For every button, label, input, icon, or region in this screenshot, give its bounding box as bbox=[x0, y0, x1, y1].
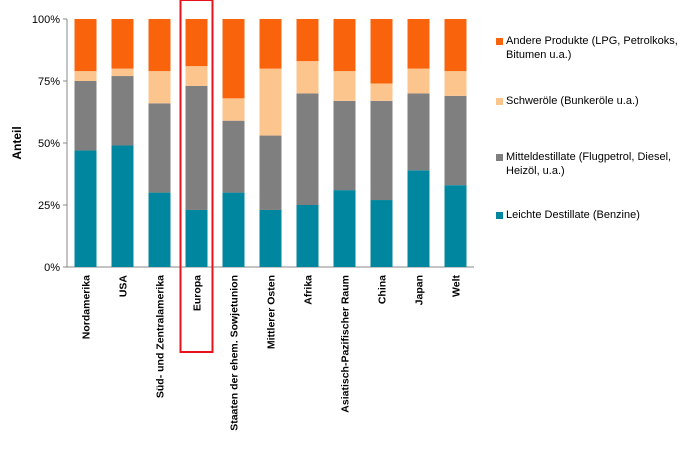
highlight-frame-europa bbox=[179, 0, 214, 353]
bar-segment bbox=[333, 190, 356, 267]
bar-segment bbox=[444, 71, 467, 96]
bar-segment bbox=[222, 19, 245, 99]
y-tick-label: 0% bbox=[44, 262, 60, 274]
y-tick-label: 100% bbox=[32, 14, 60, 26]
bar-segment bbox=[296, 61, 319, 94]
legend-swatch bbox=[496, 38, 503, 45]
legend-label: Leichte Destillate (Benzine) bbox=[506, 209, 640, 221]
bar-segment bbox=[74, 71, 97, 81]
bar-segment bbox=[148, 19, 171, 72]
bar-segment bbox=[74, 19, 97, 72]
x-tick-label: Staaten der ehem. Sowjetunion bbox=[229, 275, 241, 431]
x-tick-label: Europa bbox=[192, 275, 204, 311]
bar-segment bbox=[370, 200, 393, 267]
y-tick-label: 75% bbox=[38, 76, 60, 88]
bar-segment bbox=[111, 76, 134, 146]
bar-segment bbox=[111, 19, 134, 69]
x-tick-label: Japan bbox=[414, 275, 426, 305]
bar-segment bbox=[370, 100, 393, 201]
bar-segment bbox=[111, 145, 134, 267]
bar-segment bbox=[370, 83, 393, 101]
legend-item: Mitteldestillate (Flugpetrol, Diesel, He… bbox=[496, 150, 682, 178]
bar-segment bbox=[407, 93, 430, 171]
bar-segment bbox=[370, 19, 393, 84]
legend-label: Schweröle (Bunkeröle u.a.) bbox=[506, 95, 639, 107]
legend-item: Leichte Destillate (Benzine) bbox=[496, 208, 682, 222]
x-tick-label: China bbox=[377, 275, 389, 304]
bars bbox=[74, 19, 467, 267]
bar-segment bbox=[296, 19, 319, 62]
bar-segment bbox=[296, 205, 319, 267]
bar-segment bbox=[148, 192, 171, 267]
legend-item: Andere Produkte (LPG, Petrolkoks, Bitume… bbox=[496, 34, 682, 62]
bar-segment bbox=[222, 120, 245, 193]
bar-segment bbox=[148, 103, 171, 193]
x-tick-label: Süd- und Zentralamerika bbox=[155, 275, 167, 398]
bar-segment bbox=[407, 170, 430, 267]
x-tick-label: Afrika bbox=[303, 275, 315, 305]
x-axis-labels: Nordamerika USA Süd- und Zentralamerika Eur… bbox=[81, 275, 463, 431]
x-tick-label: Nordamerika bbox=[81, 275, 93, 339]
bar-segment bbox=[185, 66, 208, 86]
bar-segment bbox=[74, 150, 97, 267]
bar-segment bbox=[222, 192, 245, 267]
bar-segment bbox=[407, 68, 430, 94]
bar-segment bbox=[185, 19, 208, 67]
bar-segment bbox=[333, 100, 356, 191]
legend-item: Schweröle (Bunkeröle u.a.) bbox=[496, 94, 682, 108]
bar-segment bbox=[259, 68, 282, 136]
x-tick-label: Asiatisch-Pazifischer Raum bbox=[340, 275, 352, 413]
x-tick-label: USA bbox=[118, 275, 130, 298]
legend-swatch bbox=[496, 154, 503, 161]
legend-label: Andere Produkte (LPG, Petrolkoks, Bitume… bbox=[506, 35, 678, 61]
legend-swatch bbox=[496, 98, 503, 105]
y-axis-label: Anteil bbox=[10, 126, 24, 159]
bar-segment bbox=[444, 95, 467, 186]
x-tick-label: Mittlerer Osten bbox=[266, 275, 278, 349]
bar-segment bbox=[259, 135, 282, 210]
legend-swatch bbox=[496, 212, 503, 219]
x-tick-label: Welt bbox=[451, 275, 463, 297]
bar-segment bbox=[333, 19, 356, 72]
bar-segment bbox=[259, 209, 282, 267]
bar-segment bbox=[444, 185, 467, 267]
y-tick-label: 50% bbox=[38, 138, 60, 150]
bar-segment bbox=[185, 85, 208, 210]
legend-label: Mitteldestillate (Flugpetrol, Diesel, He… bbox=[506, 151, 672, 177]
bar-segment bbox=[148, 71, 171, 104]
bar-segment bbox=[444, 19, 467, 72]
bar-segment bbox=[185, 209, 208, 267]
bar-segment bbox=[222, 98, 245, 121]
y-tick-label: 25% bbox=[38, 200, 60, 212]
bar-segment bbox=[333, 71, 356, 101]
bar-segment bbox=[111, 68, 134, 77]
bar-segment bbox=[407, 19, 430, 69]
bar-segment bbox=[74, 81, 97, 151]
bar-segment bbox=[296, 93, 319, 205]
bar-segment bbox=[259, 19, 282, 69]
